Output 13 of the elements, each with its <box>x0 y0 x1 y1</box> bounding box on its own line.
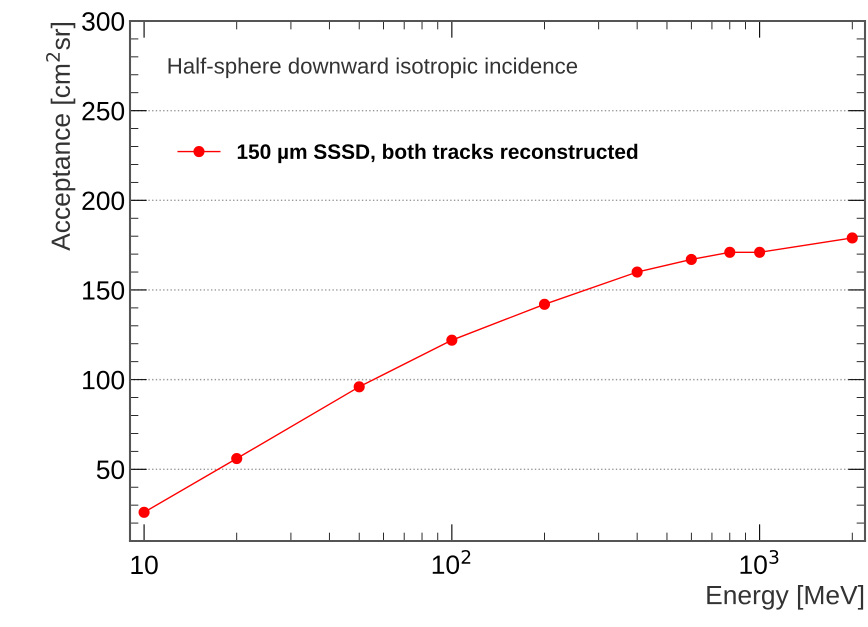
x-tick-label: 10$^{2}$ <box>432 550 470 574</box>
x-tick-label: 10$^{3}$ <box>740 550 778 574</box>
y-tick-label: 200 <box>82 191 124 210</box>
y-tick-label: 250 <box>82 102 124 120</box>
y-tick-label: 150 <box>83 281 124 300</box>
x-tick-label: 10 <box>131 556 158 574</box>
y-tick-label: 100 <box>83 370 124 390</box>
y-tick-label: 300 <box>82 12 124 31</box>
legend-label: 150 µm SSSD, both tracks reconstructed <box>238 144 638 164</box>
x-axis-title: Energy [MeV] <box>707 585 864 610</box>
y-axis-title: Acceptance [cm$^{2}$sr] <box>46 22 76 251</box>
annotation: Half-sphere downward isotropic incidence <box>168 57 578 78</box>
y-tick-label: 50 <box>96 460 124 480</box>
